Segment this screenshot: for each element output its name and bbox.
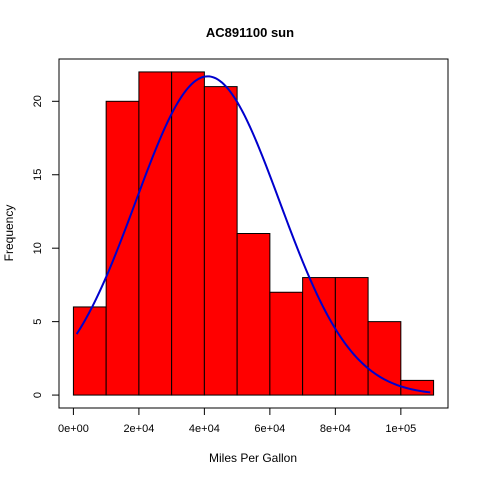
x-tick-label-5: 1e+05 (385, 423, 416, 435)
histogram-bar-9 (367, 321, 402, 396)
y-tick-label-4: 20 (32, 95, 44, 107)
histogram-bars (72, 71, 435, 396)
x-tick-label-2: 4e+04 (189, 423, 220, 435)
x-tick-label-1: 2e+04 (123, 423, 154, 435)
x-tick-label-4: 8e+04 (320, 423, 351, 435)
x-tick-label-0: 0e+00 (58, 423, 89, 435)
x-axis-ticks: 0e+00 2e+04 4e+04 6e+04 8e+04 1e+05 (58, 408, 416, 435)
histogram-bar-1 (105, 100, 140, 396)
histogram-bar-4 (203, 86, 238, 396)
histogram-bar-6 (269, 291, 304, 396)
chart-title: AC891100 sun (206, 25, 294, 40)
y-axis-ticks: 0 5 10 15 20 (32, 95, 59, 398)
histogram-bar-3 (171, 71, 205, 396)
histogram-bar-5 (236, 233, 271, 396)
density-curve (75, 75, 431, 394)
y-tick-label-2: 10 (32, 242, 44, 254)
x-tick-label-3: 6e+04 (254, 423, 285, 435)
y-tick-label-1: 5 (32, 319, 44, 325)
y-axis-label: Frequency (2, 205, 16, 262)
y-tick-label-3: 15 (32, 169, 44, 181)
x-axis-label: Miles Per Gallon (209, 451, 297, 465)
y-tick-label-0: 0 (32, 392, 44, 398)
histogram-bar-2 (138, 71, 173, 396)
histogram-bar-7 (302, 277, 336, 396)
histogram-bar-0 (72, 306, 107, 396)
